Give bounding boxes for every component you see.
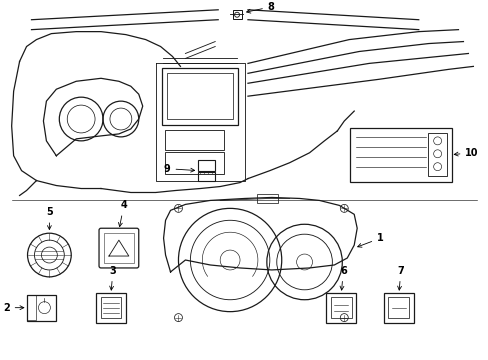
Text: 9: 9 [163, 164, 194, 174]
Text: 3: 3 [109, 266, 116, 290]
Text: 10: 10 [453, 148, 478, 158]
Text: 7: 7 [397, 266, 404, 290]
Circle shape [174, 314, 182, 321]
Text: 6: 6 [339, 266, 346, 290]
Circle shape [174, 204, 182, 212]
Text: 8: 8 [246, 2, 274, 13]
Circle shape [340, 204, 347, 212]
Text: 5: 5 [46, 207, 53, 229]
Circle shape [340, 314, 347, 321]
Text: 1: 1 [357, 233, 383, 247]
Text: 4: 4 [118, 201, 127, 226]
Text: 2: 2 [3, 303, 24, 313]
